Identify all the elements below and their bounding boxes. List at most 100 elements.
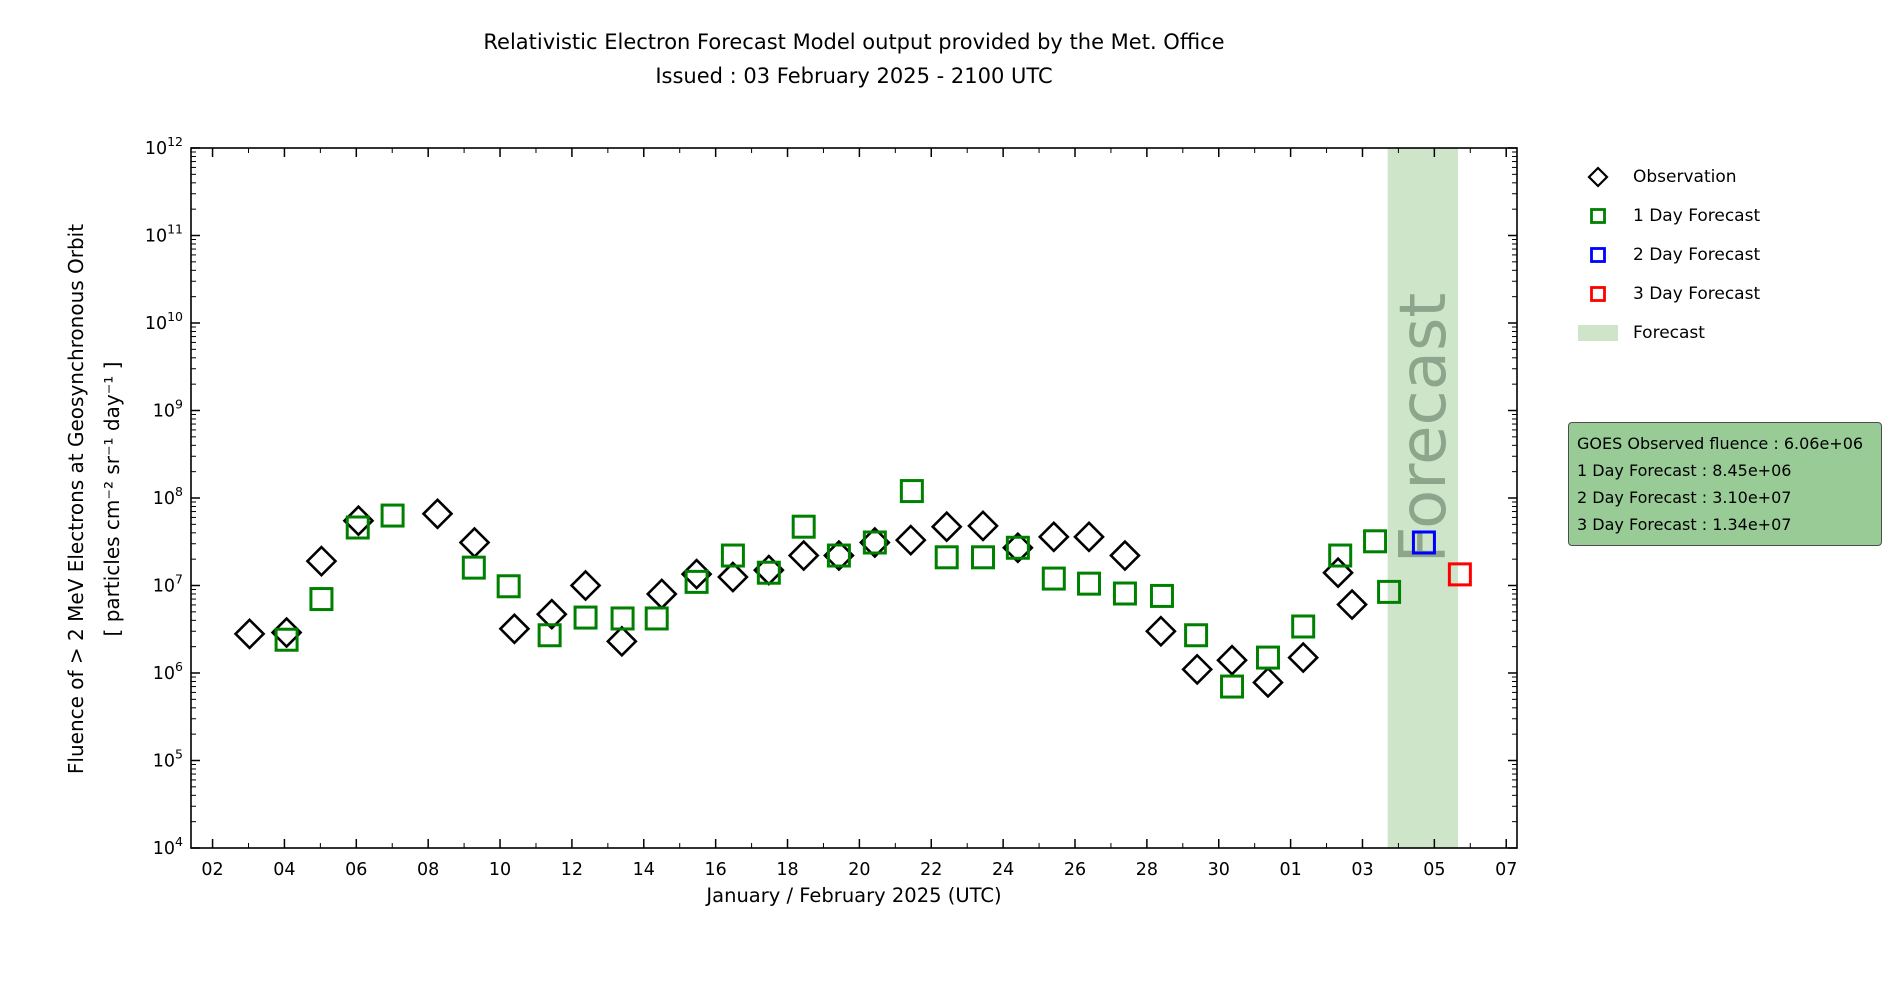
- one-day-forecast-marker: [573, 605, 598, 630]
- one-day-forecast-marker: [537, 623, 562, 648]
- one-day-forecast-marker: [1363, 529, 1388, 554]
- three-day-forecast-marker: [1447, 562, 1472, 587]
- x-tick-label: 20: [848, 860, 870, 880]
- axes-frame: [190, 147, 1518, 849]
- y-tick-label: 108: [153, 484, 183, 509]
- one-day-forecast-marker: [309, 587, 334, 612]
- x-tick-label: 14: [633, 860, 655, 880]
- two-day-forecast-marker: [1411, 530, 1436, 555]
- legend-label: 1 Day Forecast: [1633, 206, 1761, 226]
- observation-marker: [1037, 520, 1070, 553]
- one-day-forecast-marker: [1220, 674, 1245, 699]
- observation-marker: [421, 497, 454, 530]
- x-tick-label: 26: [1064, 860, 1086, 880]
- x-tick-label: 16: [705, 860, 727, 880]
- observation-marker: [233, 618, 266, 650]
- observation-marker: [930, 510, 963, 543]
- x-tick-label: 24: [992, 860, 1014, 880]
- one-day-forecast-marker: [1112, 581, 1137, 606]
- summary-2-day-forecast: 2 Day Forecast : 3.10e+07: [1577, 488, 1792, 507]
- legend-item-observation: Observation: [1587, 164, 1737, 190]
- x-tick-label: 12: [561, 860, 583, 880]
- y-tick-label: 1010: [145, 309, 183, 334]
- one-day-forecast-marker: [1291, 614, 1316, 639]
- y-tick-label: 1011: [145, 222, 183, 247]
- observation-marker: [1181, 653, 1214, 686]
- x-tick-label: 18: [776, 860, 798, 880]
- observation-marker: [1252, 666, 1284, 699]
- x-tick-label: 28: [1136, 860, 1158, 880]
- summary-1-day-forecast: 1 Day Forecast : 8.45e+06: [1577, 461, 1792, 480]
- one-day-forecast-marker: [1005, 535, 1030, 560]
- x-tick-label: 01: [1279, 860, 1301, 880]
- forecast-band: [1387, 148, 1459, 848]
- observation-marker: [967, 510, 999, 542]
- page-title: Relativistic Electron Forecast Model out…: [483, 30, 1225, 54]
- observation-marker: [1216, 644, 1248, 677]
- one-day-forecast-marker: [345, 515, 370, 540]
- observation-marker: [498, 612, 531, 645]
- observation-marker: [606, 625, 638, 658]
- one-day-forecast-marker: [826, 543, 851, 568]
- one-day-forecast-square-icon: [1590, 208, 1606, 224]
- summary-observed-fluence: GOES Observed fluence : 6.06e+06: [1577, 434, 1864, 453]
- one-day-forecast-marker: [971, 545, 996, 570]
- x-axis-label: January / February 2025 (UTC): [706, 884, 1002, 907]
- x-tick-label: 08: [417, 860, 439, 880]
- observation-marker: [1336, 588, 1368, 621]
- legend-item-1-day-forecast: 1 Day Forecast: [1587, 203, 1760, 229]
- one-day-forecast-marker: [1328, 543, 1353, 568]
- x-tick-label: 30: [1208, 860, 1230, 880]
- y-tick-label: 104: [153, 834, 183, 859]
- legend-label: Forecast: [1633, 323, 1705, 343]
- observation-marker: [305, 545, 338, 577]
- one-day-forecast-marker: [684, 569, 709, 594]
- x-tick-label: 10: [489, 860, 511, 880]
- y-tick-label: 105: [153, 747, 183, 772]
- one-day-forecast-marker: [461, 555, 486, 580]
- y-tick-label: 106: [153, 659, 183, 684]
- one-day-forecast-marker: [644, 606, 669, 631]
- one-day-forecast-marker: [1149, 583, 1174, 608]
- legend-item-3-day-forecast: 3 Day Forecast: [1587, 281, 1760, 307]
- chart-subtitle: Issued : 03 February 2025 - 2100 UTC: [655, 64, 1053, 88]
- legend-item-forecast-band: Forecast: [1578, 320, 1705, 346]
- observation-marker: [535, 598, 568, 631]
- legend-label: 2 Day Forecast: [1633, 245, 1761, 265]
- y-tick-label: 1012: [145, 134, 183, 159]
- one-day-forecast-marker: [1377, 579, 1402, 604]
- one-day-forecast-marker: [756, 560, 781, 585]
- one-day-forecast-marker: [1077, 571, 1102, 596]
- x-tick-label: 06: [345, 860, 367, 880]
- one-day-forecast-marker: [380, 503, 405, 528]
- legend-item-2-day-forecast: 2 Day Forecast: [1587, 242, 1760, 268]
- x-tick-label: 03: [1351, 860, 1373, 880]
- legend-label: Observation: [1633, 167, 1737, 187]
- one-day-forecast-marker: [720, 543, 745, 568]
- observation-marker: [569, 569, 602, 602]
- x-tick-label: 05: [1423, 860, 1445, 880]
- one-day-forecast-marker: [610, 606, 635, 631]
- one-day-forecast-marker: [496, 574, 521, 599]
- y-tick-label: 107: [153, 572, 183, 597]
- one-day-forecast-marker: [791, 514, 816, 539]
- observation-marker: [1145, 615, 1177, 648]
- x-tick-label: 07: [1495, 860, 1517, 880]
- forecast-band-swatch-icon: [1578, 325, 1618, 341]
- observation-marker: [680, 558, 713, 590]
- observation-marker: [645, 578, 678, 610]
- one-day-forecast-marker: [934, 545, 959, 570]
- observation-diamond-icon: [1587, 166, 1609, 188]
- observation-marker: [717, 561, 749, 593]
- observation-marker: [787, 539, 820, 572]
- one-day-forecast-marker: [862, 530, 887, 555]
- x-tick-label: 22: [920, 860, 942, 880]
- one-day-forecast-marker: [274, 627, 299, 652]
- three-day-forecast-square-icon: [1590, 286, 1606, 302]
- legend-label: 3 Day Forecast: [1633, 284, 1761, 304]
- y-tick-label: 109: [153, 397, 183, 422]
- one-day-forecast-marker: [1255, 645, 1280, 670]
- one-day-forecast-marker: [1041, 566, 1066, 591]
- x-tick-label: 04: [273, 860, 295, 880]
